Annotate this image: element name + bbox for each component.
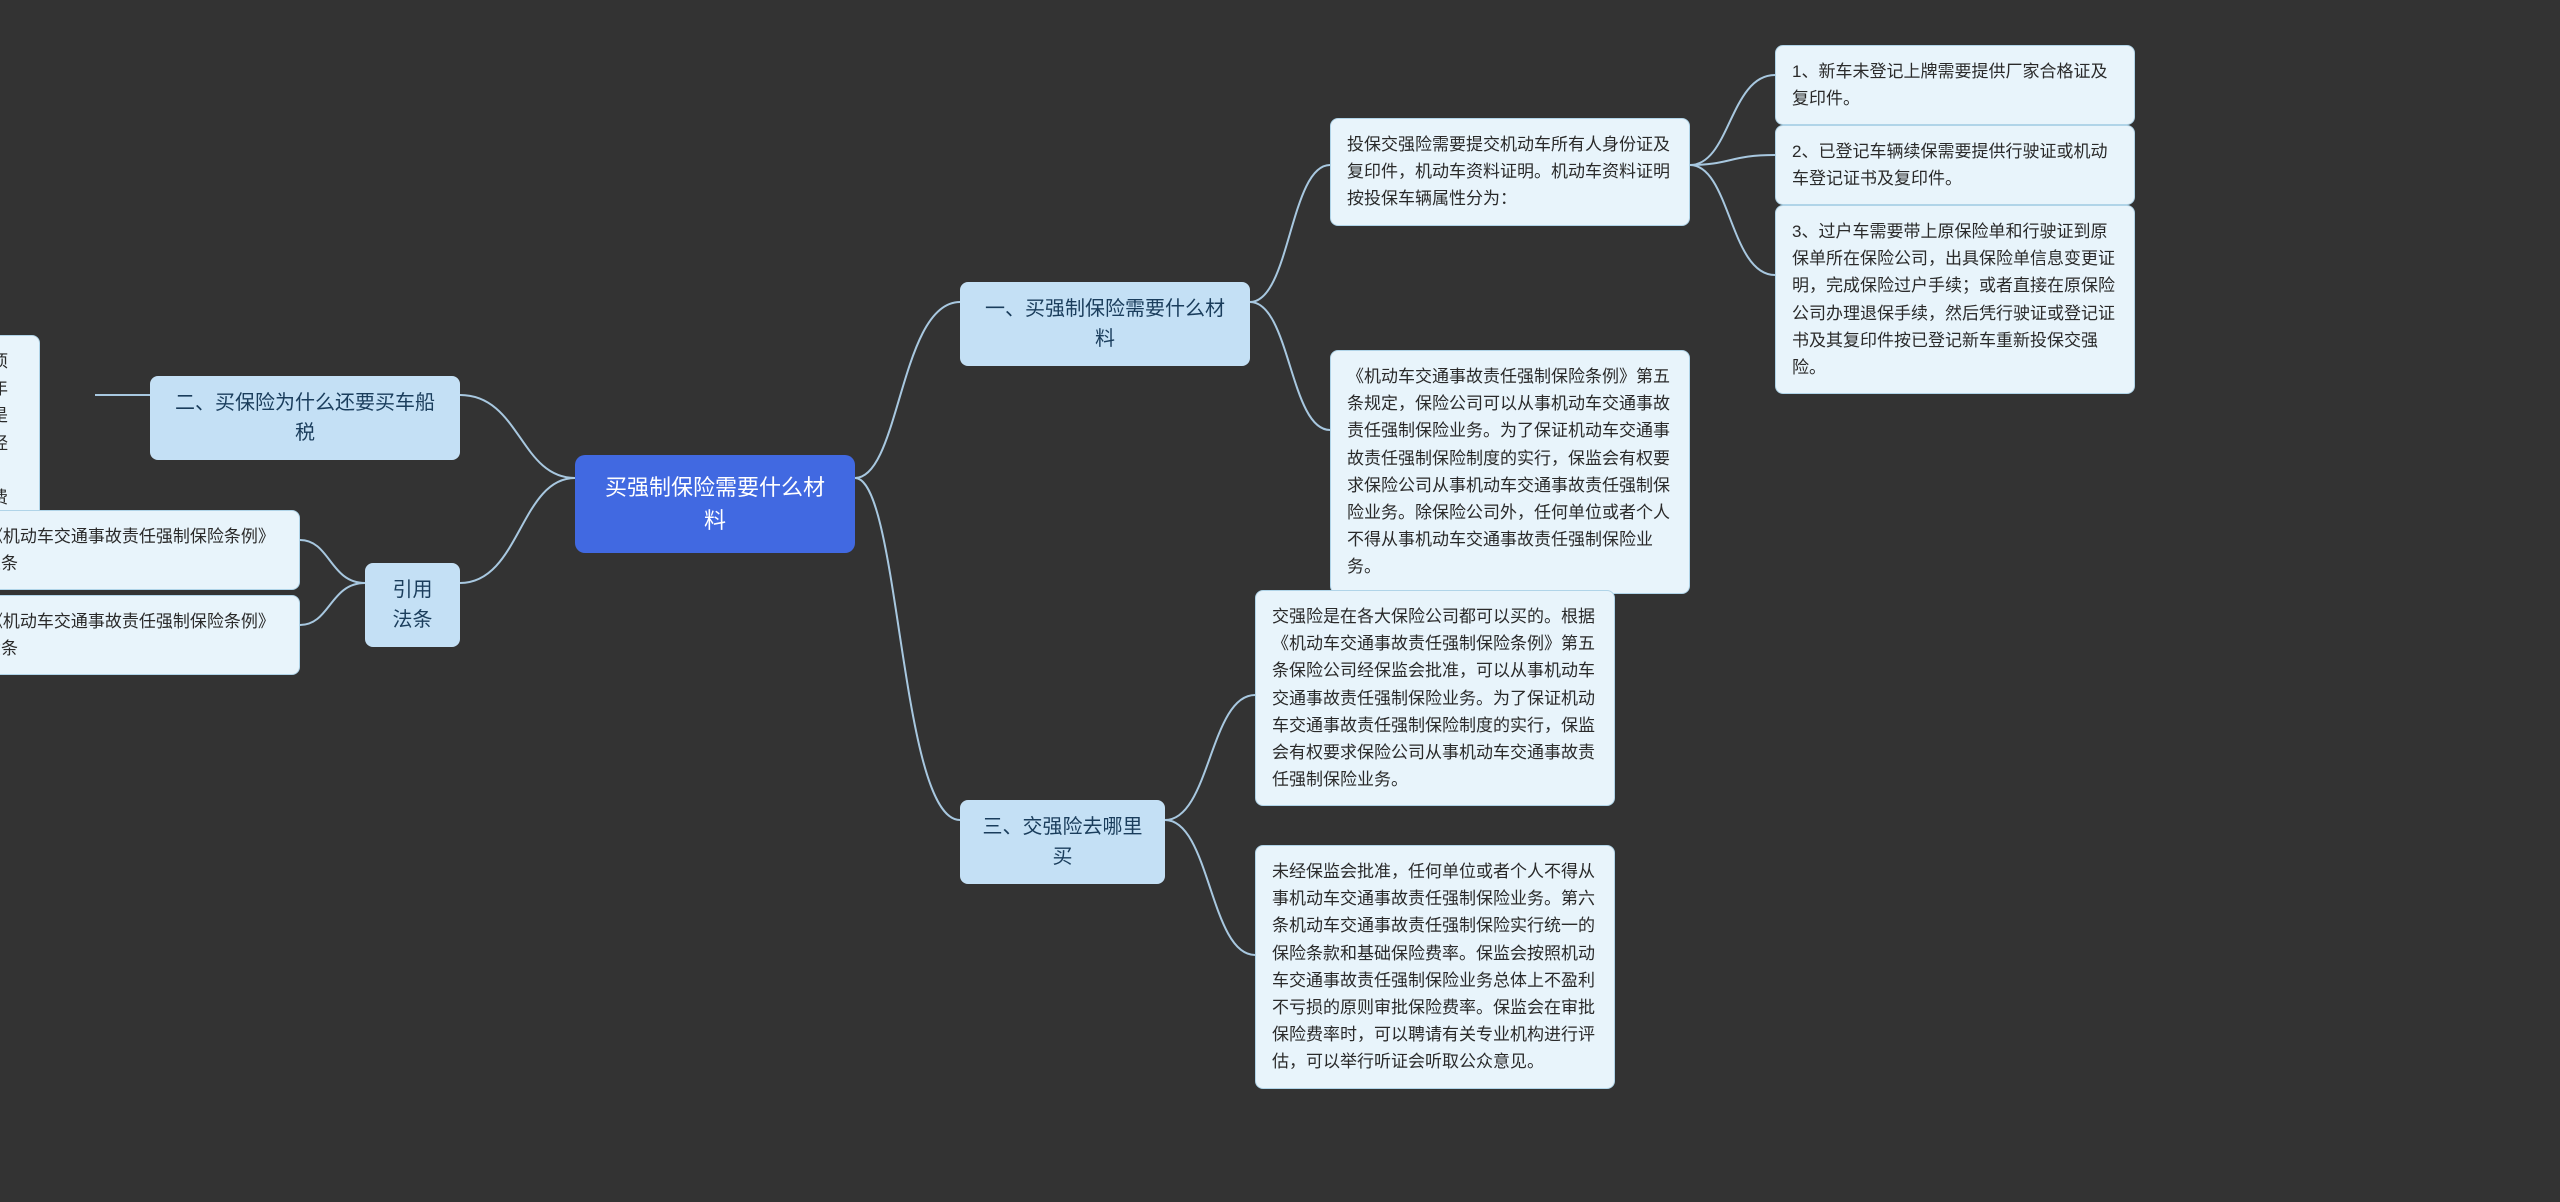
branch-ref: 引用法条 <box>365 563 460 647</box>
branch-ref-leaf-2: [2]《机动车交通事故责任强制保险条例》 第六条 <box>0 595 300 675</box>
branch-1: 一、买强制保险需要什么材料 <box>960 282 1250 366</box>
branch-1-sub-2: 《机动车交通事故责任强制保险条例》第五条规定，保险公司可以从事机动车交通事故责任… <box>1330 350 1690 594</box>
branch-1-sub-1-leaf-3: 3、过户车需要带上原保险单和行驶证到原保单所在保险公司，出具保险单信息变更证明，… <box>1775 205 2135 394</box>
root-node: 买强制保险需要什么材料 <box>575 455 855 553</box>
branch-1-sub-1-leaf-2: 2、已登记车辆续保需要提供行驶证或机动车登记证书及复印件。 <box>1775 125 2135 205</box>
branch-3-leaf-2: 未经保监会批准，任何单位或者个人不得从事机动车交通事故责任强制保险业务。第六条机… <box>1255 845 1615 1089</box>
branch-ref-leaf-1: [1]《机动车交通事故责任强制保险条例》 第五条 <box>0 510 300 590</box>
branch-1-sub-1-leaf-1: 1、新车未登记上牌需要提供厂家合格证及复印件。 <box>1775 45 2135 125</box>
branch-2: 二、买保险为什么还要买车船税 <box>150 376 460 460</box>
branch-3: 三、交强险去哪里买 <box>960 800 1165 884</box>
branch-3-leaf-1: 交强险是在各大保险公司都可以买的。根据《机动车交通事故责任强制保险条例》第五条保… <box>1255 590 1615 806</box>
branch-1-sub-1: 投保交强险需要提交机动车所有人身份证及复印件，机动车资料证明。机动车资料证明按投… <box>1330 118 1690 226</box>
